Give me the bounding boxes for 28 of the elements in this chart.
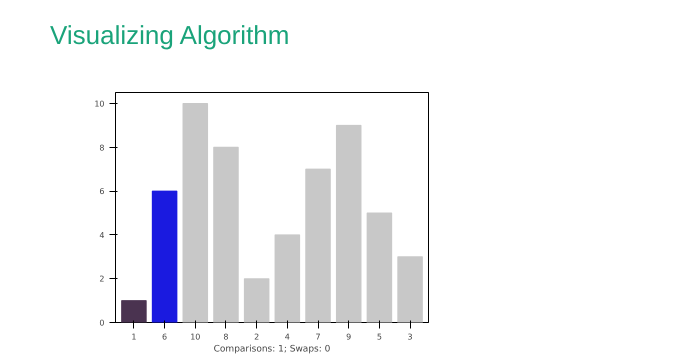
y-tick-label: 8	[99, 143, 105, 152]
x-tick-label: 1	[131, 332, 136, 342]
x-axis-title: Comparisons: 1; Swaps: 0	[214, 344, 331, 354]
bar	[274, 234, 300, 322]
bar	[366, 212, 392, 322]
y-tick-label: 2	[99, 274, 105, 284]
x-tick-label: 4	[284, 332, 290, 342]
bar	[305, 168, 331, 322]
x-tick-label: 8	[223, 332, 229, 342]
x-tick-label: 5	[376, 332, 382, 342]
bar	[213, 146, 239, 322]
y-tick-label: 6	[99, 187, 105, 196]
bar	[182, 102, 208, 322]
x-tick-label: 3	[408, 332, 413, 342]
x-tick-label: 7	[315, 332, 321, 342]
y-tick-label: 10	[94, 99, 105, 108]
x-tick-label: 6	[162, 332, 168, 342]
bar	[397, 256, 423, 322]
x-tick-label: 10	[190, 332, 200, 342]
bar	[152, 190, 178, 322]
bar	[336, 124, 362, 322]
chart-title: Visualizing Algorithm	[50, 19, 290, 52]
y-tick-label: 4	[99, 230, 105, 240]
y-tick-label: 0	[99, 318, 105, 328]
x-tick-label: 9	[346, 332, 352, 342]
x-tick-label: 2	[254, 332, 260, 342]
bar	[121, 300, 147, 322]
bar	[244, 278, 270, 322]
